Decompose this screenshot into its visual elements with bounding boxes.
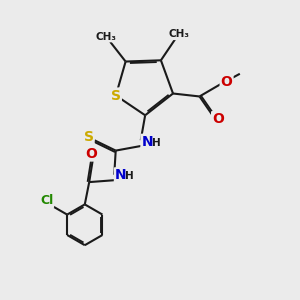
Text: Cl: Cl	[40, 194, 53, 207]
Text: O: O	[212, 112, 224, 126]
Text: H: H	[125, 171, 134, 181]
Text: S: S	[111, 88, 121, 103]
Text: CH₃: CH₃	[169, 29, 190, 39]
Text: CH₃: CH₃	[95, 32, 116, 41]
Text: N: N	[115, 168, 127, 182]
Text: N: N	[141, 135, 153, 149]
Text: O: O	[85, 146, 97, 161]
Text: O: O	[221, 75, 232, 89]
Text: H: H	[152, 138, 161, 148]
Text: S: S	[84, 130, 94, 144]
